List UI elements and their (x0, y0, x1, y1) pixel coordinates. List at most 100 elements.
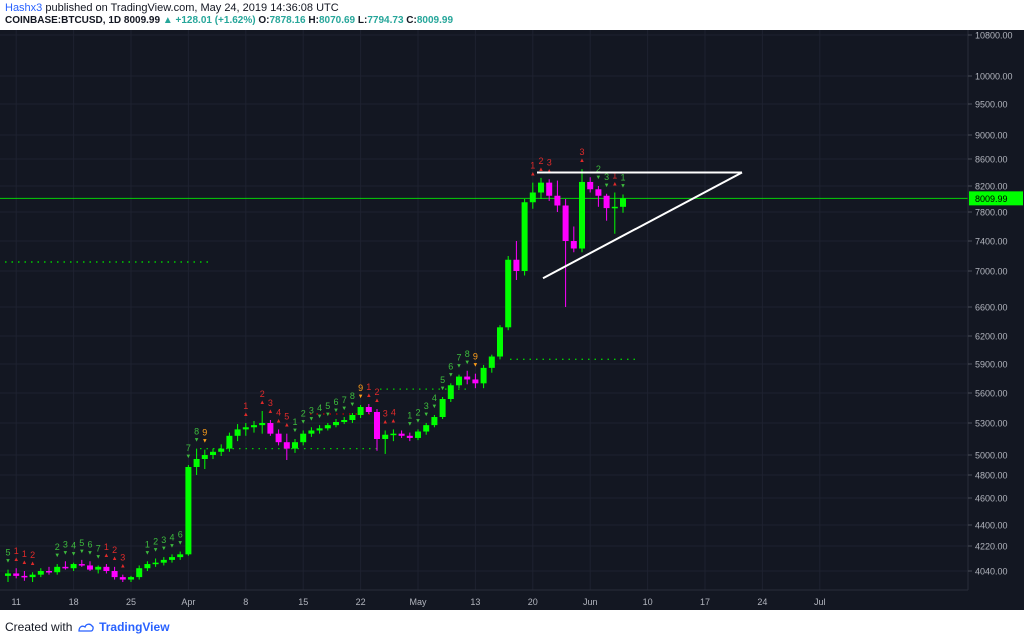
time-axis-label: 20 (528, 597, 538, 607)
sequential-count-label: 2 (301, 408, 306, 418)
publish-info: Hashx3 published on TradingView.com, May… (5, 2, 339, 14)
candle-down (283, 442, 290, 449)
sequential-count-label: 8 (350, 391, 355, 401)
candle-up (390, 433, 397, 436)
sequential-count-arrow: ▲ (530, 172, 536, 178)
sequential-count-arrow: ▼ (300, 419, 306, 425)
candle-up (497, 327, 503, 357)
candle-up (611, 206, 618, 209)
price-axis-label: 10800.00 (975, 31, 1013, 41)
candle-down (562, 205, 569, 241)
price-axis-label: 7400.00 (975, 237, 1008, 247)
sequential-count-arrow: ▲ (579, 158, 585, 164)
candle-down (111, 571, 118, 578)
candle-up (456, 376, 462, 386)
candle-up (439, 399, 446, 417)
sequential-count-arrow: ▼ (456, 364, 462, 370)
sequential-count-arrow: ▼ (153, 548, 159, 554)
tradingview-logo-icon (78, 623, 94, 632)
sequential-count-label: 6 (448, 361, 453, 371)
sequential-count-arrow: ▲ (259, 400, 265, 406)
price-axis-label: 4600.00 (975, 494, 1008, 504)
candle-up (324, 425, 331, 429)
sequential-count-label: 3 (63, 539, 68, 549)
price-axis-label: 4400.00 (975, 521, 1008, 531)
sequential-count-arrow: ▼ (308, 416, 314, 422)
candle-up (300, 433, 307, 443)
low-value: 7794.73 (367, 15, 404, 26)
symbol-label[interactable]: COINBASE:BTCUSD, 1D (5, 15, 122, 26)
time-axis-label: 18 (69, 597, 79, 607)
candle-down (62, 566, 69, 569)
time-axis-label: 22 (356, 597, 366, 607)
sequential-count-label: 4 (71, 541, 76, 551)
candle-down (365, 407, 372, 412)
time-axis-label: 11 (12, 597, 21, 607)
sequential-count-arrow: ▲ (112, 556, 118, 562)
sequential-count-arrow: ▼ (5, 559, 11, 565)
candle-down (406, 435, 413, 438)
sequential-count-label: 4 (276, 407, 281, 417)
candlestick-chart[interactable]: 5▼1▲1▲2▲2▼3▼4▼5▼6▼ 7▼1▲2▲ 3▲1▼2▼3▼4▼6▼7▼8▼… (0, 30, 1024, 610)
sequential-count-arrow: ▼ (431, 404, 437, 410)
chart-background (0, 30, 1024, 610)
time-axis-label: 10 (643, 597, 653, 607)
candle-up (538, 182, 544, 193)
time-axis-label: Jun (583, 597, 598, 607)
time-axis-label: May (409, 597, 427, 607)
sequential-count-arrow: ▼ (440, 386, 446, 392)
sequential-count-arrow: ▲ (21, 560, 27, 566)
sequential-count-arrow: ▼ (595, 175, 601, 181)
time-axis-label: 17 (700, 597, 710, 607)
candle-up (521, 202, 528, 271)
sequential-count-label: 4 (391, 407, 396, 417)
high-value: 8070.69 (318, 15, 356, 26)
candle-up (201, 455, 208, 459)
candle-down (546, 182, 553, 196)
candle-down (603, 195, 610, 209)
candle-up (5, 573, 11, 576)
candle-up (242, 427, 249, 430)
sequential-count-label: 2 (153, 537, 158, 547)
price-axis-label: 10000.00 (975, 72, 1013, 82)
sequential-count-label: 3 (268, 398, 273, 408)
sequential-count-label: 6 (178, 530, 183, 540)
sequential-count-label: 4 (432, 393, 437, 403)
sequential-count-arrow: ▲ (612, 182, 618, 188)
candle-up (226, 435, 233, 449)
sequential-count-label: 1 (243, 401, 248, 411)
sequential-count-label: 2 (374, 387, 379, 397)
sequential-count-label: 5 (440, 375, 445, 385)
current-price-badge-label: 8009.99 (975, 194, 1008, 204)
candle-down (13, 573, 20, 576)
candle-up (54, 566, 61, 573)
sequential-count-arrow: ▲ (374, 398, 380, 404)
sequential-count-arrow: ▼ (87, 550, 93, 556)
candle-up (169, 557, 175, 560)
sequential-count-label: 2 (538, 156, 543, 166)
sequential-count-arrow: ▼ (604, 183, 610, 189)
price-axis-label: 7800.00 (975, 208, 1008, 218)
sequential-count-label: 7 (186, 443, 191, 453)
sequential-count-arrow: ▼ (202, 439, 208, 445)
sequential-count-arrow: ▲ (546, 168, 552, 174)
candle-down (267, 423, 274, 434)
price-axis-label: 4220.00 (975, 542, 1008, 552)
price-axis-label: 8200.00 (975, 182, 1008, 192)
author-name[interactable]: Hashx3 (5, 2, 43, 14)
chart-pane[interactable]: 5 ▼ 1 ▲ 1 ▲ 2 ▲ 2 ▼ 3 ▼ 4 ▼ 5 ▼ 6 ▼ 7 ▼ 1 ▲ 2 ▲ 3 ▲ 1 ▼ 2 ▼ 3 ▼ 4 ▼ 6 ▼ 7 ▼ 8 ▼… (0, 30, 1024, 610)
time-axis-label: 8 (243, 597, 248, 607)
sequential-count-arrow: ▲ (538, 167, 544, 173)
candle-up (29, 574, 36, 578)
candle-down (78, 564, 85, 566)
close-label: C: (406, 15, 417, 26)
sequential-count-arrow: ▼ (177, 541, 183, 547)
time-axis-label: 25 (126, 597, 136, 607)
candle-down (46, 571, 52, 573)
sequential-count-arrow: ▼ (333, 408, 339, 414)
tradingview-brand[interactable]: TradingView (99, 620, 170, 634)
candle-up (308, 430, 315, 434)
price-axis-label: 6200.00 (975, 332, 1008, 342)
sequential-count-label: 1 (292, 417, 297, 427)
sequential-count-arrow: ▲ (366, 393, 372, 399)
